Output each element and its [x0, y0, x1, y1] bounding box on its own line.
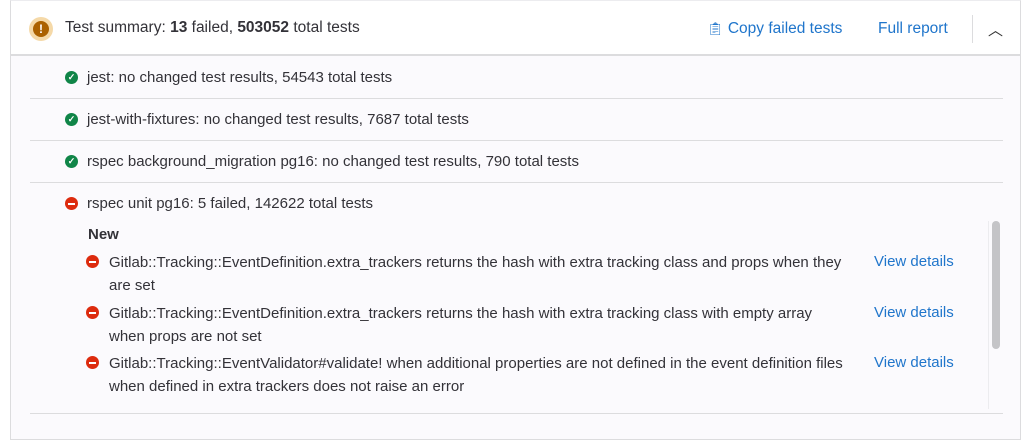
new-heading: New: [88, 226, 119, 243]
success-icon: ✓: [65, 113, 78, 126]
success-icon: ✓: [65, 155, 78, 168]
total-text: total tests: [289, 19, 360, 36]
test-name: Gitlab::Tracking::EventDefinition.extra_…: [109, 254, 842, 294]
failed-count: 13: [170, 19, 188, 36]
total-count: 503052: [237, 19, 290, 36]
failed-icon: [86, 306, 99, 319]
suite-row-expanded[interactable]: rspec unit pg16: 5 failed, 142622 total …: [30, 183, 1003, 414]
test-name: Gitlab::Tracking::EventValidator#validat…: [109, 355, 843, 395]
view-details-link[interactable]: View details: [874, 253, 954, 270]
suite-row[interactable]: ✓ jest-with-fixtures: no changed test re…: [30, 99, 1003, 141]
success-icon: ✓: [65, 71, 78, 84]
scrollbar[interactable]: [992, 221, 1000, 349]
copy-failed-tests-button[interactable]: 📋︎ Copy failed tests: [707, 20, 842, 38]
summary-title: Test summary: 13 failed, 503052 total te…: [65, 19, 360, 37]
title-prefix: Test summary:: [65, 19, 171, 36]
chevron-up-icon[interactable]: ︿: [988, 22, 1004, 39]
clipboard-icon: 📋︎: [707, 21, 724, 36]
suite-row[interactable]: ✓ jest: no changed test results, 54543 t…: [30, 57, 1003, 99]
view-details-link[interactable]: View details: [874, 354, 954, 371]
test-name: Gitlab::Tracking::EventDefinition.extra_…: [109, 305, 813, 345]
failed-icon: [86, 255, 99, 268]
suite-label: rspec unit pg16: 5 failed, 142622 total …: [87, 195, 374, 212]
failed-icon: [65, 197, 78, 210]
suite-row[interactable]: ✓ rspec background_migration pg16: no ch…: [30, 141, 1003, 183]
copy-label: Copy failed tests: [727, 20, 843, 37]
scroll-track: [988, 221, 989, 409]
warning-icon: !: [29, 17, 53, 41]
divider: [972, 15, 973, 43]
view-details-link[interactable]: View details: [874, 304, 954, 321]
suite-label: rspec background_migration pg16: no chan…: [87, 153, 579, 170]
full-report-link[interactable]: Full report: [878, 20, 948, 37]
summary-header: ! Test summary: 13 failed, 503052 total …: [11, 1, 1020, 56]
failed-icon: [86, 356, 99, 369]
test-summary-card: ! Test summary: 13 failed, 503052 total …: [10, 0, 1021, 440]
failed-text: failed,: [187, 19, 238, 36]
suite-label: jest-with-fixtures: no changed test resu…: [87, 111, 469, 128]
suite-label: jest: no changed test results, 54543 tot…: [87, 69, 393, 86]
